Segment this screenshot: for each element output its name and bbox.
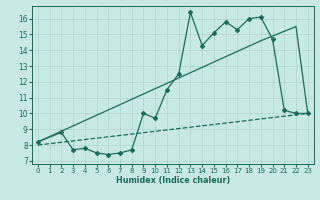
X-axis label: Humidex (Indice chaleur): Humidex (Indice chaleur) (116, 176, 230, 185)
